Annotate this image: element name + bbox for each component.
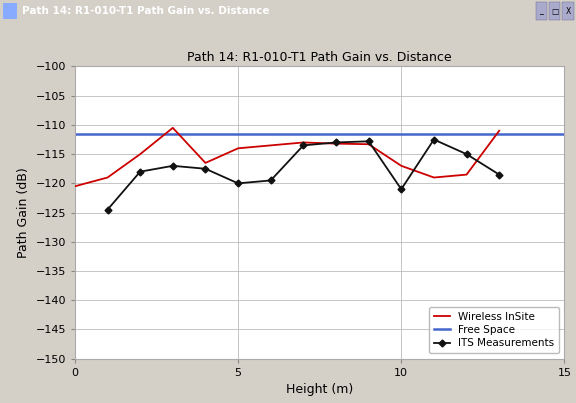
Bar: [3, 3, 17, 19]
Bar: [562, 2, 574, 20]
Bar: [549, 2, 560, 20]
Text: _: _: [540, 6, 543, 16]
Text: X: X: [565, 6, 571, 16]
X-axis label: Height (m): Height (m): [286, 383, 353, 396]
Legend: Wireless InSite, Free Space, ITS Measurements: Wireless InSite, Free Space, ITS Measure…: [429, 307, 559, 353]
Title: Path 14: R1-010-T1 Path Gain vs. Distance: Path 14: R1-010-T1 Path Gain vs. Distanc…: [187, 51, 452, 64]
Text: □: □: [551, 6, 558, 16]
Text: Path 14: R1-010-T1 Path Gain vs. Distance: Path 14: R1-010-T1 Path Gain vs. Distanc…: [22, 6, 270, 16]
Bar: [536, 2, 547, 20]
Y-axis label: Path Gain (dB): Path Gain (dB): [17, 167, 30, 258]
